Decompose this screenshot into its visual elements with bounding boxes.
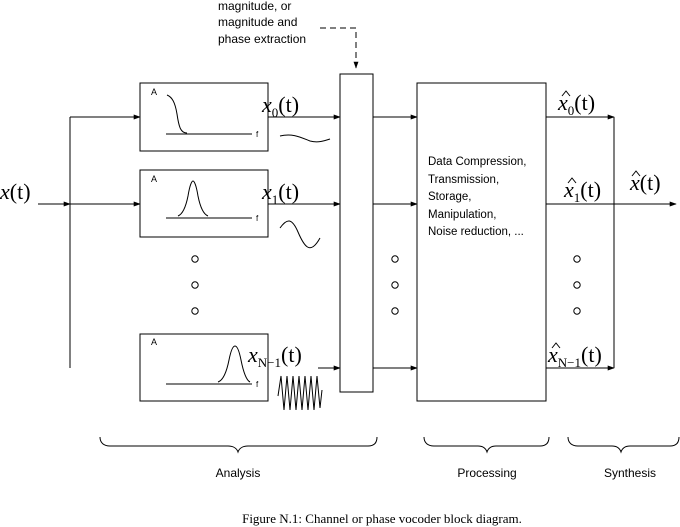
bandpass-filter-1: A f <box>139 169 269 238</box>
magnitude-extraction-block <box>339 73 374 393</box>
final-output-hat <box>631 170 641 177</box>
processing-line-2: Transmission, <box>428 174 499 186</box>
annotation-line-1: magnitude, or <box>218 0 291 13</box>
processing-line-3: Storage, <box>428 191 471 203</box>
output-0-label: x0(t) <box>557 90 595 118</box>
processing-line-1: Data Compression, <box>428 156 526 168</box>
annotation-dashed-arrow <box>320 27 359 69</box>
figure-caption: Figure N.1: Channel or phase vocoder blo… <box>242 511 522 526</box>
final-output-label: x(t) <box>629 170 661 195</box>
output-n-1-label: xN−1(t) <box>547 342 602 370</box>
filter-n-1-axis-a: A <box>151 337 157 347</box>
annotation-line-2: magnitude and <box>218 15 297 29</box>
filter-1-axis-f: f <box>256 214 259 223</box>
processing-label: Processing <box>457 466 516 480</box>
analysis-brace <box>99 436 378 454</box>
output-0-hat <box>561 90 571 97</box>
output-n-1-hat <box>551 342 561 349</box>
filter-n-1-output-label: xN−1(t) <box>247 342 302 370</box>
output-1-hat <box>567 177 577 184</box>
synthesis-brace <box>567 436 680 454</box>
synthesis-label: Synthesis <box>604 466 656 480</box>
detector-ellipsis-dots <box>391 255 399 315</box>
analysis-label: Analysis <box>216 466 261 480</box>
processing-line-5: Noise reduction, ... <box>428 226 524 238</box>
filter-0-axis-a: A <box>151 87 157 97</box>
bandpass-filter-0: A f <box>139 82 269 152</box>
filter-1-waveform <box>279 220 321 249</box>
filter-n-1-waveform <box>277 375 323 411</box>
processing-brace <box>423 436 550 454</box>
output-1-label: x1(t) <box>563 177 601 205</box>
filter-0-waveform <box>279 134 331 143</box>
filter-n-1-axis-f: f <box>256 380 259 389</box>
annotation-line-3: phase extraction <box>218 32 306 46</box>
processing-line-4: Manipulation, <box>428 209 496 221</box>
filter-0-output-label: x0(t) <box>261 92 299 120</box>
output-ellipsis-dots <box>573 255 581 315</box>
filter-0-axis-f: f <box>256 130 259 139</box>
bandpass-filter-n-1: A f <box>139 333 269 402</box>
input-signal-label: x(t) <box>0 179 31 204</box>
processing-block <box>416 82 547 402</box>
filter-ellipsis-dots <box>191 255 199 315</box>
filter-1-output-label: x1(t) <box>261 179 299 207</box>
filter-1-axis-a: A <box>151 174 157 184</box>
